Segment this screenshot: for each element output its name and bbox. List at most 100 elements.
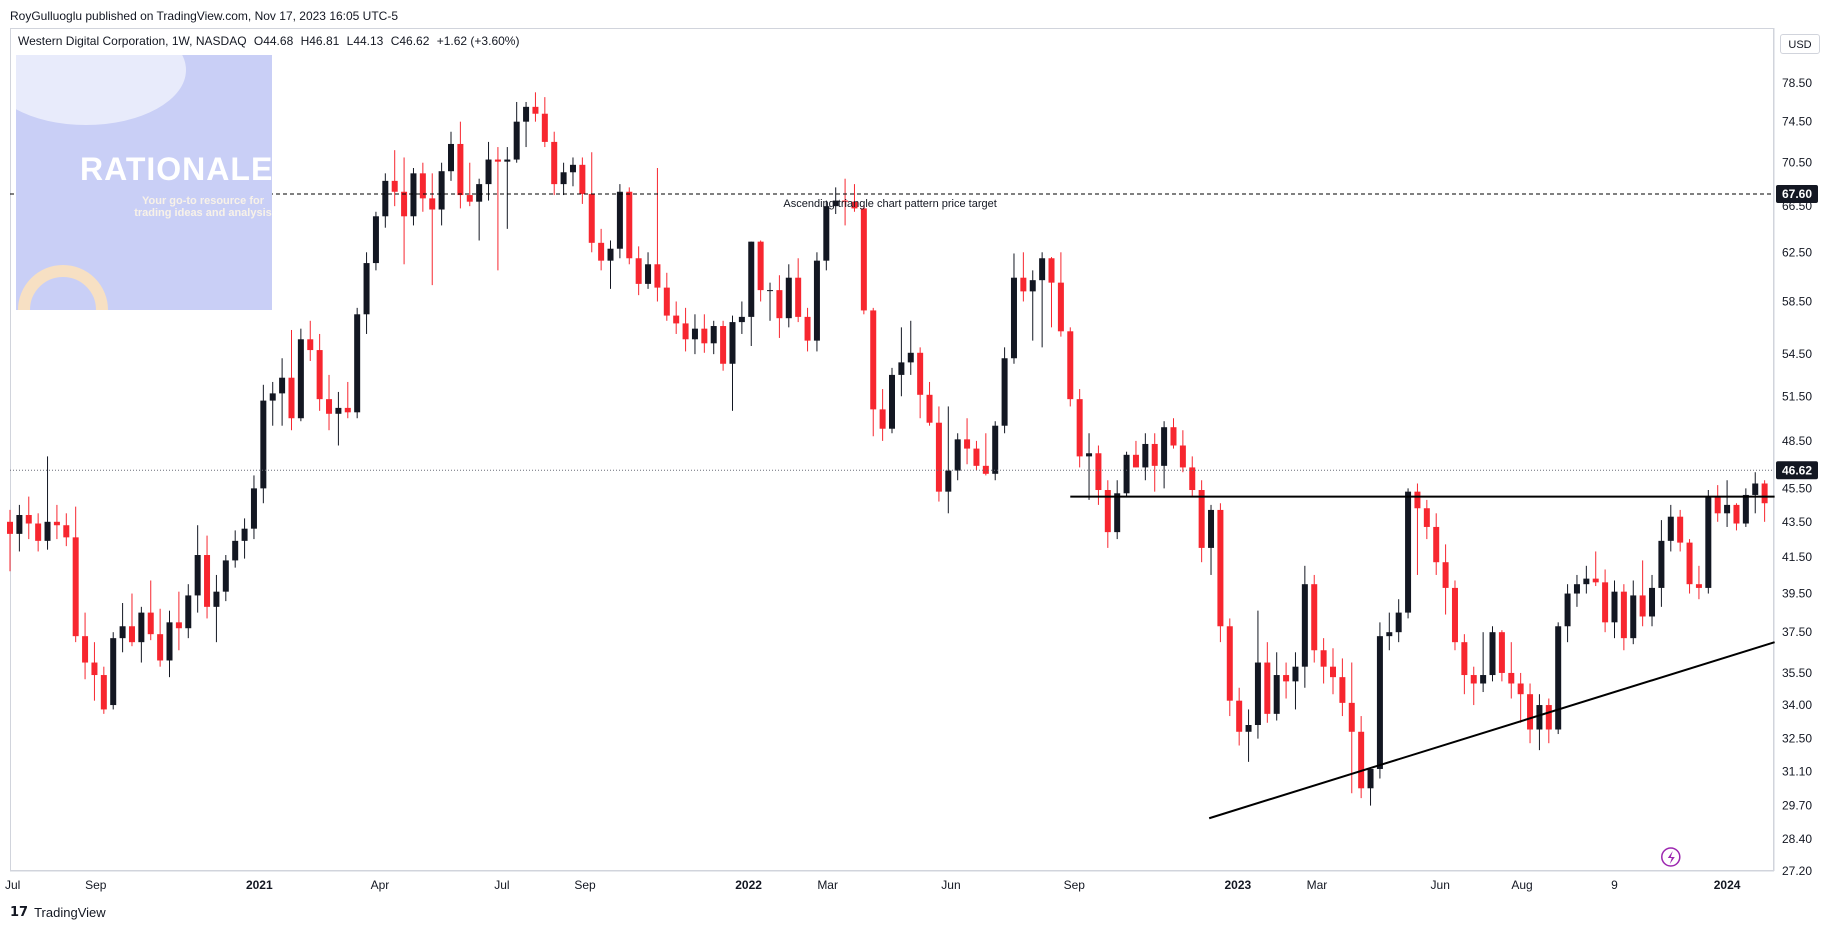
candle-body: [1029, 280, 1036, 292]
candle-body: [1348, 702, 1355, 732]
candle-body: [335, 407, 342, 414]
candle-body: [1010, 277, 1017, 359]
y-tick-label: 32.50: [1782, 732, 1812, 746]
candle-body: [1705, 496, 1712, 588]
candle-body: [476, 184, 483, 202]
candle-body: [157, 634, 164, 661]
candle-body: [1602, 582, 1609, 623]
candle-body: [372, 216, 379, 264]
candle-body: [1761, 483, 1768, 504]
candle-body: [354, 314, 361, 413]
candle-body: [1405, 491, 1412, 613]
x-tick-label: 2024: [1714, 878, 1741, 892]
candle-body: [1301, 584, 1308, 667]
candle-body: [288, 377, 295, 419]
y-tick-label: 29.70: [1782, 799, 1812, 813]
candle-body: [1114, 493, 1121, 533]
candle-body: [429, 198, 436, 210]
symbol-info: Western Digital Corporation, 1W, NASDAQ …: [18, 34, 519, 48]
candle-body: [1142, 443, 1149, 468]
candle-body: [1208, 509, 1215, 548]
candle-body: [1386, 632, 1393, 637]
candle-body: [307, 339, 314, 351]
candle-body: [1048, 258, 1055, 283]
candle-body: [382, 180, 389, 217]
candle-body: [110, 638, 117, 706]
candle-body: [1151, 443, 1158, 466]
candle-body: [1292, 666, 1299, 682]
candle-body: [344, 407, 351, 413]
candle-body: [1217, 509, 1224, 627]
candle-body: [879, 409, 886, 429]
candle-body: [682, 323, 689, 340]
candle-body: [1433, 526, 1440, 563]
candle-body: [1592, 578, 1599, 583]
y-tick-label: 41.50: [1782, 550, 1812, 564]
footer-brand[interactable]: 17 TradingView: [10, 905, 106, 920]
candle-body: [72, 537, 79, 637]
x-tick-label: 2023: [1224, 878, 1251, 892]
candle-body: [91, 662, 98, 676]
candle-body: [1714, 496, 1721, 514]
candle-body: [1649, 587, 1656, 617]
y-tick-label: 39.50: [1782, 587, 1812, 601]
candle-body: [691, 328, 698, 340]
price-target-annotation: Ascending triangle chart pattern price t…: [783, 198, 996, 210]
y-tick-label: 45.50: [1782, 481, 1812, 495]
x-tick-label: Sep: [574, 878, 596, 892]
tradingview-logo-icon: 17: [10, 905, 29, 920]
candle-body: [898, 362, 905, 375]
rationale-logo: RATIONALE Your go-to resource for tradin…: [16, 55, 272, 310]
candle-body: [917, 352, 924, 395]
candle-body: [748, 241, 755, 317]
y-tick-label: 48.50: [1782, 434, 1812, 448]
candle-body: [579, 164, 586, 194]
price-badge-label: 46.62: [1782, 463, 1812, 477]
candle-body: [1226, 626, 1233, 701]
candle-body: [63, 525, 70, 538]
candle-body: [204, 555, 211, 607]
candle-body: [616, 191, 623, 249]
candle-body: [194, 555, 201, 596]
candle-body: [175, 622, 182, 629]
candle-body: [16, 514, 23, 534]
candle-body: [1583, 578, 1590, 585]
candle-body: [448, 143, 454, 172]
candle-body: [569, 164, 576, 173]
candle-body: [494, 159, 501, 162]
candle-body: [1236, 700, 1243, 732]
candle-body: [1527, 694, 1534, 730]
candle-body: [213, 591, 220, 607]
candle-body: [1311, 584, 1318, 651]
candle-body: [119, 626, 126, 639]
candle-body: [1104, 490, 1111, 533]
candle-body: [1742, 494, 1749, 524]
x-tick-label: 9: [1611, 878, 1618, 892]
candle-body: [1667, 516, 1674, 541]
candle-body: [128, 626, 135, 643]
currency-button[interactable]: USD: [1780, 34, 1820, 54]
x-tick-label: Mar: [817, 878, 838, 892]
candle-body: [147, 612, 154, 635]
candle-body: [1733, 504, 1740, 524]
candle-body: [1564, 593, 1571, 627]
candle-body: [1198, 490, 1205, 548]
y-tick-label: 70.50: [1782, 156, 1812, 170]
candle-body: [1320, 650, 1327, 667]
candle-body: [1330, 666, 1336, 678]
y-tick-label: 37.50: [1782, 625, 1812, 639]
candle-body: [1170, 427, 1177, 446]
candle-body: [1067, 331, 1074, 400]
candle-body: [82, 636, 89, 663]
candle-body: [1677, 516, 1684, 543]
candle-body: [1264, 662, 1271, 714]
candle-body: [1611, 591, 1618, 623]
candle-body: [53, 521, 60, 526]
ohlc-high: H46.81: [300, 34, 340, 48]
candle-body: [935, 422, 942, 492]
ohlc-low: L44.13: [346, 34, 384, 48]
candle-body: [222, 560, 229, 592]
candle-body: [1161, 427, 1168, 466]
event-lightning-icon: [1661, 847, 1681, 867]
